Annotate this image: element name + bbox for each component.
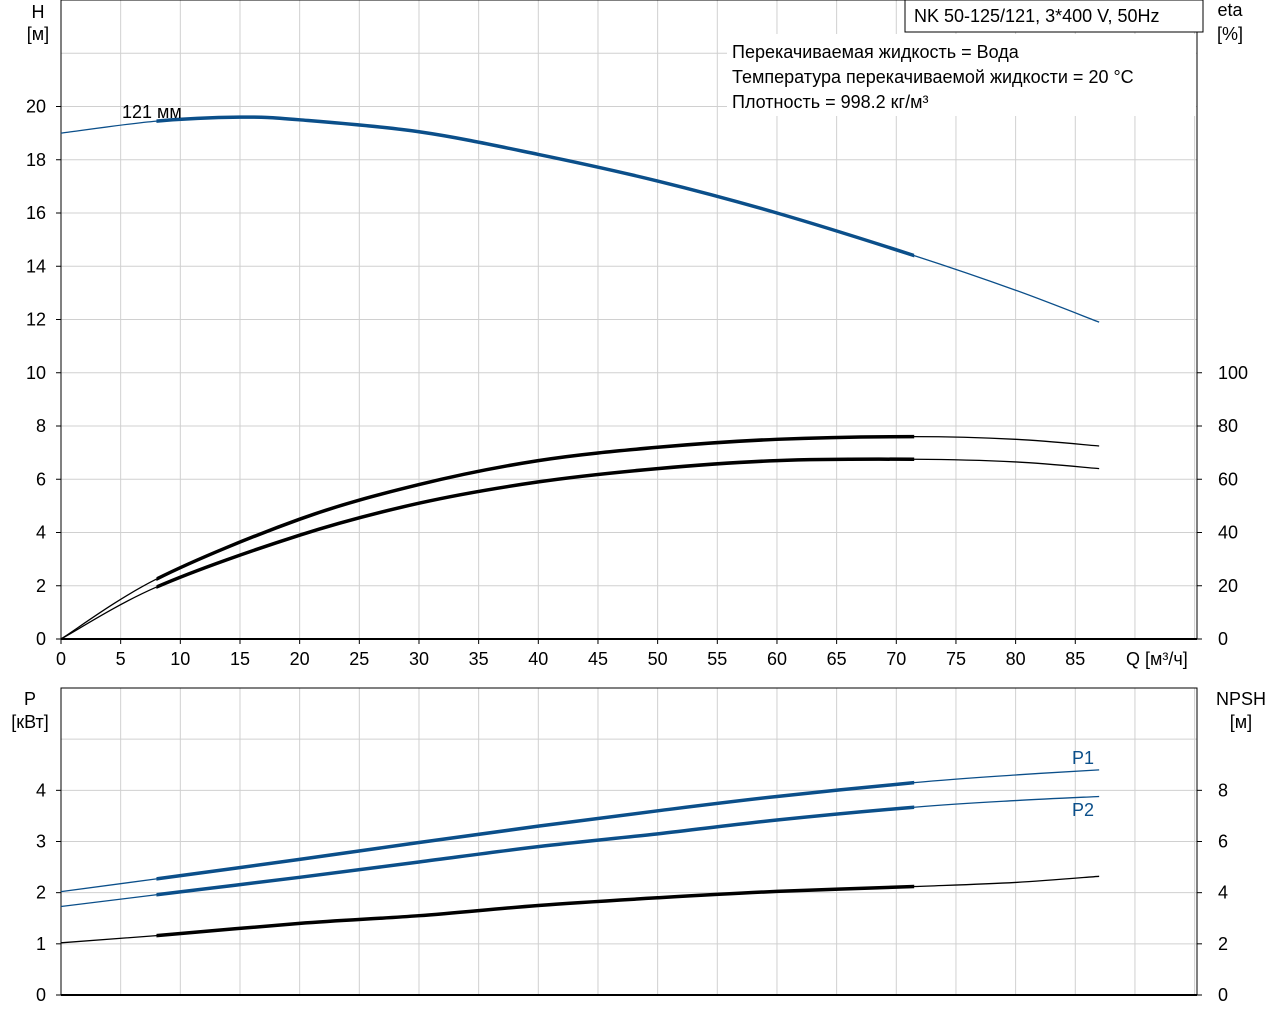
x-tick-label: 35	[469, 649, 489, 669]
curve-eta-total	[60, 458, 1100, 640]
y-right-tick-label: 6	[1218, 832, 1228, 852]
y-tick-label: 0	[36, 629, 46, 649]
y-right-tick-label: 0	[1218, 629, 1228, 649]
y-right-tick-label: 80	[1218, 416, 1238, 436]
y-right-tick-label: 0	[1218, 985, 1228, 1005]
info-line-3: Плотность = 998.2 кг/м³	[732, 92, 928, 112]
x-tick-label: 20	[290, 649, 310, 669]
curve-eta-total-duty-range	[156, 457, 915, 590]
x-tick-label: 5	[116, 649, 126, 669]
x-tick-label: 25	[349, 649, 369, 669]
y-tick-label: 18	[26, 150, 46, 170]
curve-p1	[60, 769, 1100, 893]
x-tick-label: 15	[230, 649, 250, 669]
x-tick-label: 30	[409, 649, 429, 669]
ylabel-npsh-unit: [м]	[1230, 712, 1252, 732]
y-tick-label: 1	[36, 934, 46, 954]
x-tick-label: 85	[1065, 649, 1085, 669]
y-right-tick-label: 4	[1218, 883, 1228, 903]
curve-npsh-duty-range	[156, 884, 915, 938]
y-tick-label: 2	[36, 883, 46, 903]
xlabel-q: Q [м³/ч]	[1126, 649, 1188, 669]
curve-h	[60, 116, 1100, 323]
y-tick-label: 8	[36, 416, 46, 436]
ylabel-h-unit: [м]	[27, 24, 49, 44]
y-right-tick-label: 20	[1218, 576, 1238, 596]
series-label-p1: P1	[1072, 748, 1094, 768]
curve-eta-pump	[60, 435, 1100, 640]
x-tick-label: 80	[1006, 649, 1026, 669]
x-tick-label: 10	[170, 649, 190, 669]
y-right-tick-label: 40	[1218, 523, 1238, 543]
chart-title: NK 50-125/121, 3*400 V, 50Hz	[914, 6, 1160, 26]
curve-label: 121 мм	[122, 102, 182, 122]
y-tick-label: 20	[26, 97, 46, 117]
y-tick-label: 6	[36, 469, 46, 489]
series-label-p2: P2	[1072, 800, 1094, 820]
y-tick-label: 0	[36, 985, 46, 1005]
y-tick-label: 4	[36, 523, 46, 543]
tick-labels: 0246810121416182002040608010001234024680…	[26, 97, 1248, 1006]
ylabel-p-unit: [кВт]	[11, 712, 49, 732]
ylabel-npsh: NPSH	[1216, 689, 1266, 709]
y-tick-label: 14	[26, 256, 46, 276]
info-line-2: Температура перекачиваемой жидкости = 20…	[732, 67, 1134, 87]
curve-p1-duty-range	[156, 780, 915, 881]
x-tick-label: 70	[886, 649, 906, 669]
x-tick-label: 60	[767, 649, 787, 669]
x-tick-label: 65	[827, 649, 847, 669]
y-tick-label: 3	[36, 832, 46, 852]
curves	[60, 115, 1100, 944]
ylabel-eta: eta	[1217, 0, 1243, 20]
title-box	[904, 0, 1204, 33]
y-tick-label: 4	[36, 780, 46, 800]
curve-h-duty-range	[156, 115, 915, 258]
x-tick-label: 40	[528, 649, 548, 669]
info-line-1: Перекачиваемая жидкость = Вода	[732, 42, 1020, 62]
y-right-tick-label: 60	[1218, 469, 1238, 489]
ylabel-p: P	[24, 689, 36, 709]
curve-p2-duty-range	[156, 805, 915, 897]
y-right-tick-label: 8	[1218, 780, 1228, 800]
ylabel-eta-unit: [%]	[1217, 24, 1243, 44]
x-tick-label: 75	[946, 649, 966, 669]
x-tick-label: 45	[588, 649, 608, 669]
y-tick-label: 2	[36, 576, 46, 596]
x-tick-label: 50	[648, 649, 668, 669]
x-tick-label: 55	[707, 649, 727, 669]
curve-p2	[60, 795, 1100, 908]
y-right-tick-label: 2	[1218, 934, 1228, 954]
x-tick-label: 0	[56, 649, 66, 669]
y-tick-label: 12	[26, 310, 46, 330]
y-right-tick-label: 100	[1218, 363, 1248, 383]
ylabel-h: H	[32, 2, 45, 22]
bottom-grid	[60, 687, 1198, 996]
y-tick-label: 16	[26, 203, 46, 223]
curve-eta-pump-duty-range	[156, 434, 915, 582]
info-box-bg	[727, 34, 1196, 116]
y-tick-label: 10	[26, 363, 46, 383]
